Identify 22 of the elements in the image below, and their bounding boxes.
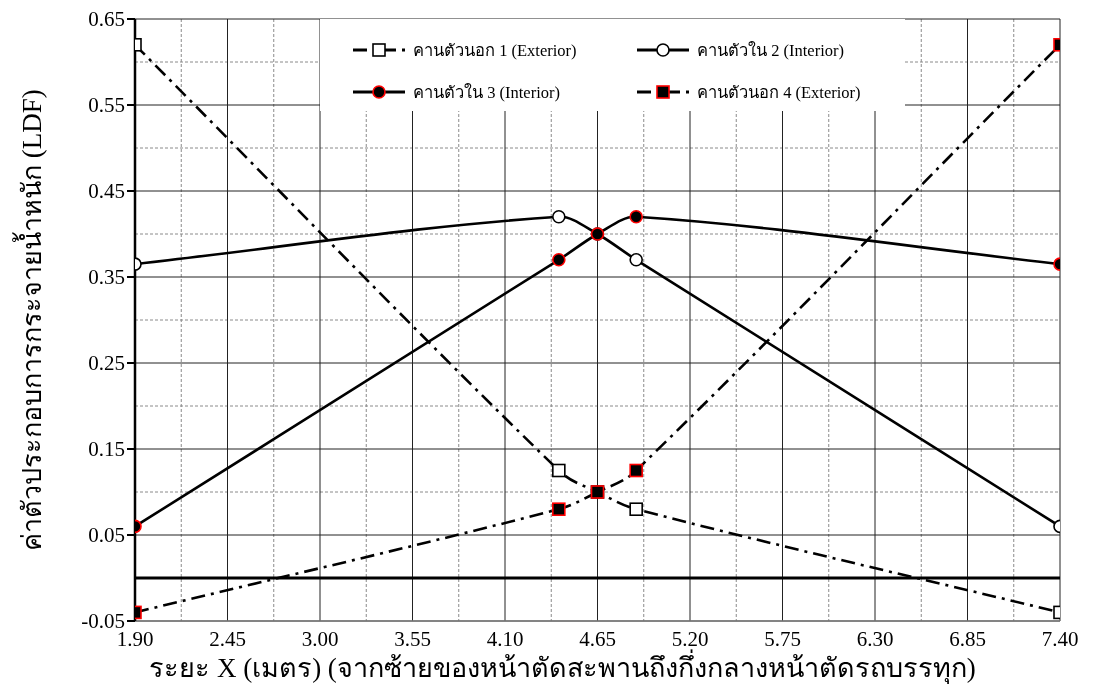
- y-tick-label: 0.55: [88, 93, 125, 118]
- y-tick-label: 0.05: [88, 523, 125, 548]
- legend-label: คานตัวนอก 1 (Exterior): [413, 40, 577, 62]
- y-tick-label: 0.35: [88, 265, 125, 290]
- x-tick-label: 7.40: [1041, 626, 1079, 651]
- x-tick-label: 3.55: [394, 626, 431, 651]
- y-tick-label: 0.25: [88, 351, 125, 376]
- legend-label: คานตัวนอก 4 (Exterior): [697, 82, 861, 104]
- y-tick-label: 0.65: [88, 7, 125, 32]
- x-tick-label: 2.45: [209, 626, 246, 651]
- y-axis-title: ค่าตัวประกอบการกระจายน้ำหนัก (LDF): [12, 89, 47, 551]
- x-tick-label: 3.00: [301, 626, 339, 651]
- x-axis-title: ระยะ X (เมตร) (จากซ้ายของหน้าตัดสะพานถึงกึ่งกลางหน้าตัดรถบรรทุก): [149, 649, 976, 685]
- legend-label: คานตัวใน 2 (Interior): [697, 40, 844, 62]
- x-tick-label: 4.65: [579, 626, 616, 651]
- x-tick-label: 5.75: [764, 626, 801, 651]
- x-tick-label: 6.30: [856, 626, 894, 651]
- x-tick-label: 6.85: [949, 626, 986, 651]
- y-tick-label: 0.15: [88, 437, 125, 462]
- y-tick-label: 0.45: [88, 179, 125, 204]
- x-tick-label: 4.10: [486, 626, 524, 651]
- legend-label: คานตัวใน 3 (Interior): [413, 82, 560, 104]
